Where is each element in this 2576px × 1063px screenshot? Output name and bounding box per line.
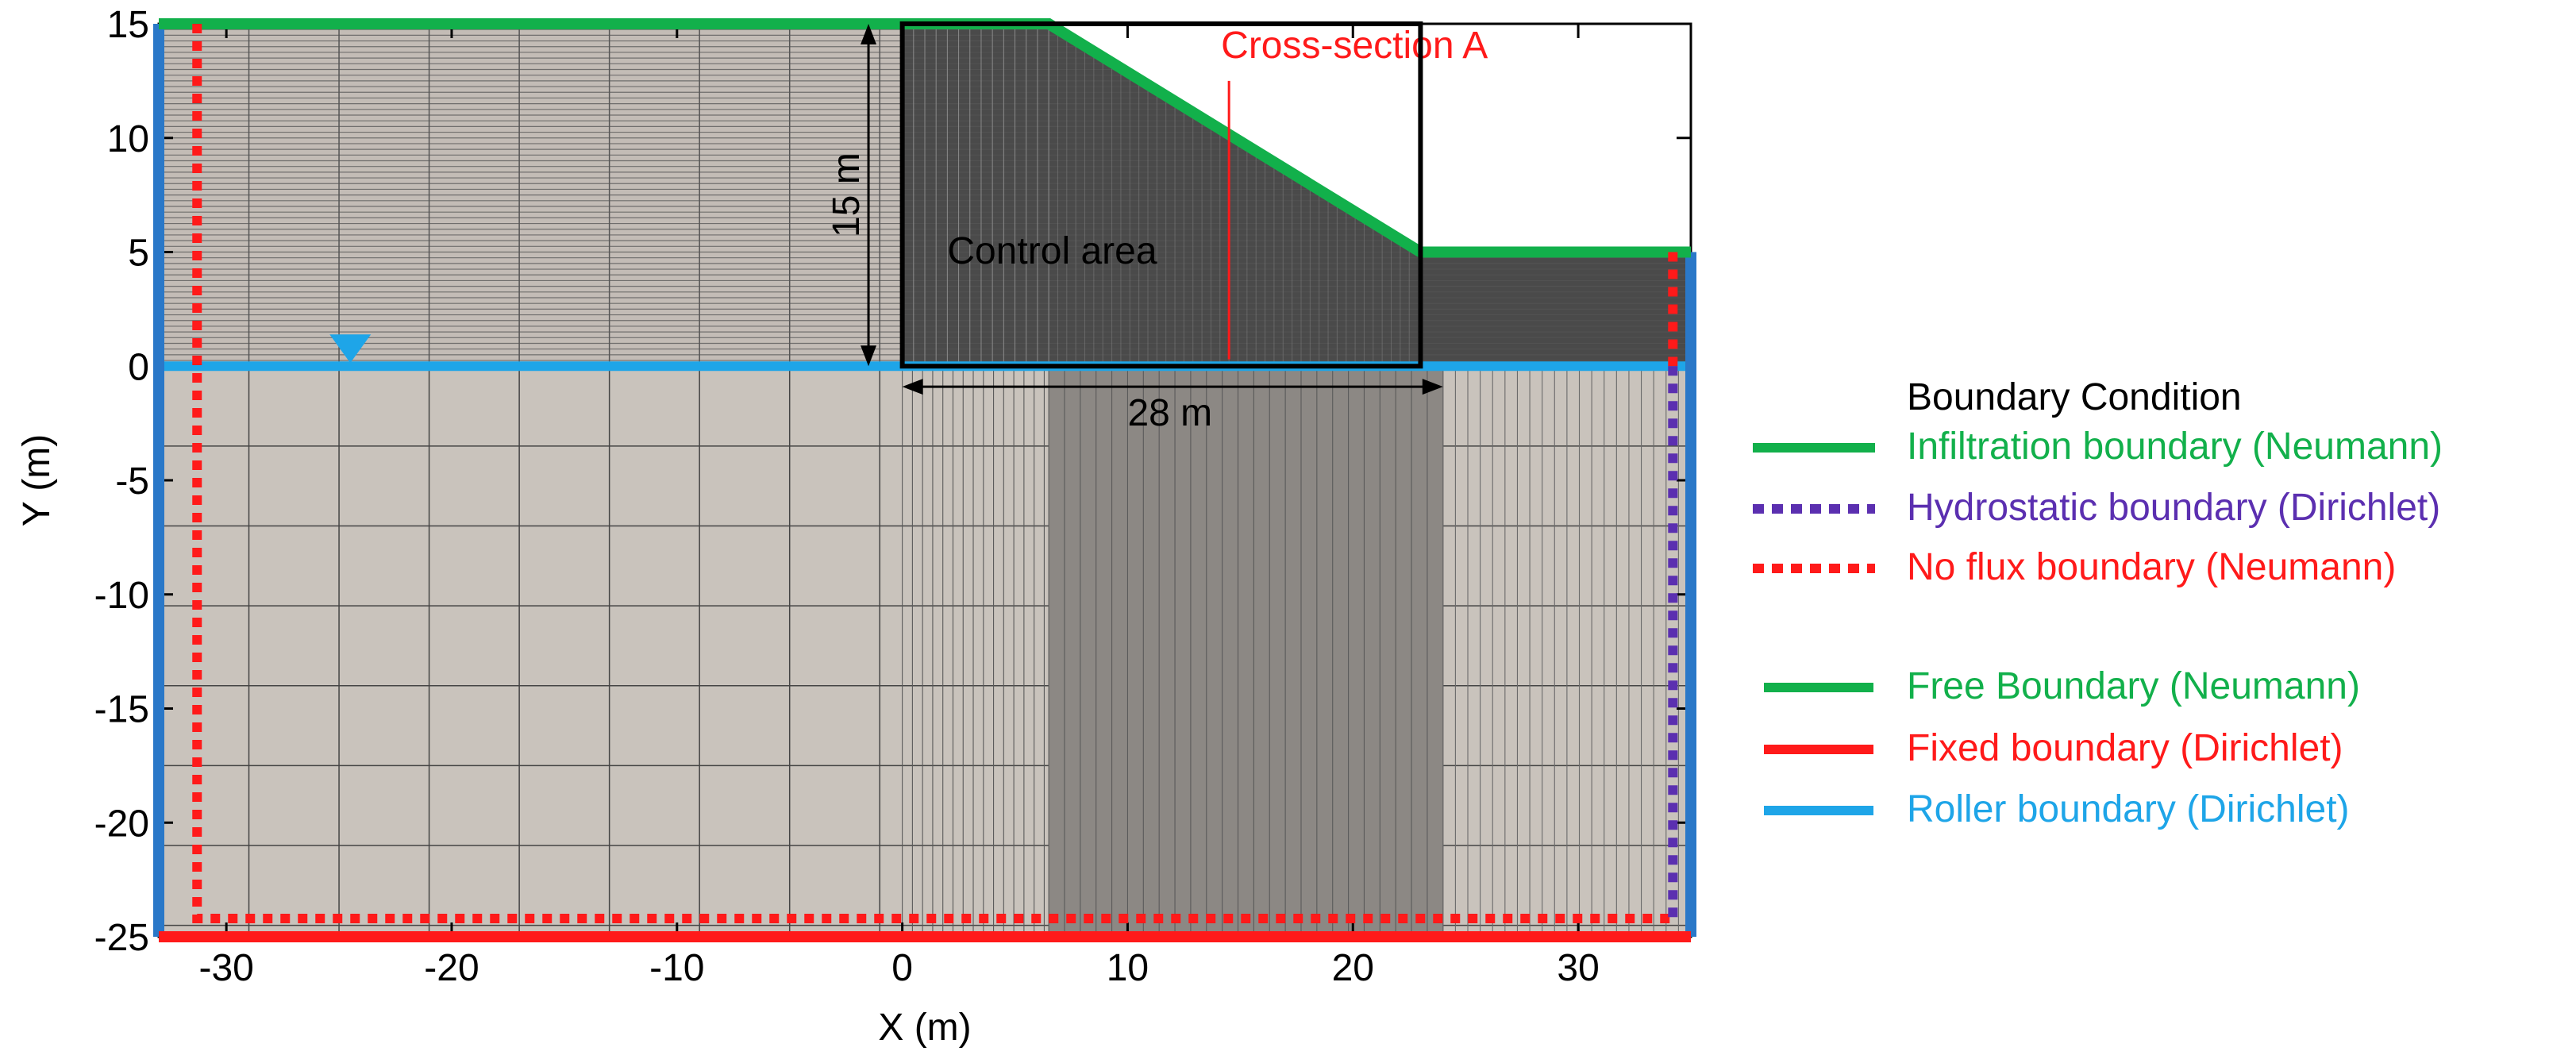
upper-mesh [159,24,1691,367]
water-table-triangle-icon [329,334,372,364]
legend-item-label: Free Boundary (Neumann) [1907,665,2360,707]
legend-title: Boundary Condition [1907,376,2242,418]
arrowhead-icon [861,345,877,367]
legend-item: Free Boundary (Neumann) [1764,665,2360,707]
y-tick-label: 10 [107,118,149,160]
legend: Boundary Condition Infiltration boundary… [1753,376,2443,830]
y-tick-label: 0 [128,346,149,388]
lower-mesh [159,366,1691,937]
infiltration-boundary [159,18,1691,258]
legend-item-label: Roller boundary (Dirichlet) [1907,788,2350,830]
axis-ticks: -30 -20 -10 0 10 20 30 15 10 5 0 -5 -10 -15 -20 -25 [94,4,1691,989]
boundary-lines [153,18,1696,942]
y-tick-label: -10 [94,575,149,617]
arrowhead-icon [1422,379,1443,395]
x-tick-label: 0 [891,947,913,989]
legend-item: No flux boundary (Neumann) [1753,546,2396,588]
saturated-zone [159,366,1691,937]
legend-item-label: Fixed boundary (Dirichlet) [1907,727,2343,769]
no-flux-boundary [192,24,1673,923]
x-tick-label: -20 [424,947,479,989]
legend-item-label: No flux boundary (Neumann) [1907,546,2396,588]
x-axis-label: X (m) [878,1007,971,1049]
x-tick-label: 30 [1557,947,1599,989]
x-tick-label: -10 [649,947,704,989]
legend-item-label: Hydrostatic boundary (Dirichlet) [1907,487,2440,529]
y-tick-label: 5 [128,233,149,275]
arrowhead-icon [861,24,877,44]
y-tick-label: -15 [94,689,149,731]
x-tick-label: 20 [1332,947,1374,989]
legend-item: Fixed boundary (Dirichlet) [1764,727,2343,769]
y-tick-label: -25 [94,917,149,959]
mesh-lines [159,24,1691,937]
y-tick-label: -20 [94,803,149,845]
legend-item: Infiltration boundary (Neumann) [1753,426,2443,468]
control-area-box [899,21,1423,369]
legend-item: Roller boundary (Dirichlet) [1764,788,2350,830]
width-dimension-label: 28 m [1127,392,1212,434]
x-tick-label: 10 [1107,947,1149,989]
y-axis-label: Y (m) [16,434,58,526]
legend-item-label: Infiltration boundary (Neumann) [1907,426,2443,468]
annotations: Cross-section A Control area 15 m 28 m [329,21,1488,434]
y-tick-label: 15 [107,4,149,46]
mesh-medium-region [1049,366,1443,937]
x-tick-label: -30 [198,947,253,989]
height-dimension-label: 15 m [826,152,868,237]
control-area-label: Control area [947,230,1157,272]
legend-item: Hydrostatic boundary (Dirichlet) [1753,487,2440,529]
cross-section-label: Cross-section A [1221,25,1488,67]
arrowhead-icon [902,379,923,395]
y-tick-label: -5 [115,460,149,503]
